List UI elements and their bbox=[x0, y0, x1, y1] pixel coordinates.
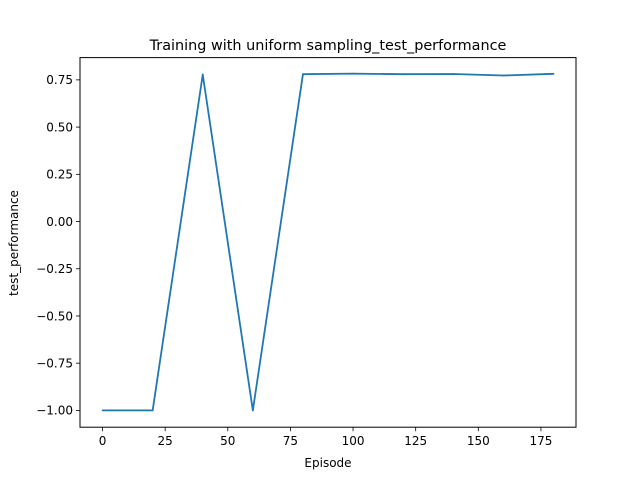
y-tick-label: −1.00 bbox=[36, 404, 73, 418]
plot-area bbox=[101, 72, 555, 412]
x-tick-label: 150 bbox=[467, 434, 490, 448]
x-tick-label: 25 bbox=[158, 434, 173, 448]
chart-title: Training with uniform sampling_test_perf… bbox=[149, 38, 507, 54]
data-point bbox=[352, 72, 354, 75]
data-point bbox=[502, 74, 505, 77]
y-tick-label: 0.25 bbox=[46, 168, 73, 182]
y-axis-label: test_performance bbox=[7, 190, 21, 296]
y-tick-label: 0.75 bbox=[46, 73, 73, 87]
data-point bbox=[151, 409, 154, 412]
y-tick-label: 0.00 bbox=[46, 215, 73, 229]
y-tick-label: −0.75 bbox=[36, 356, 73, 370]
data-point bbox=[101, 409, 104, 412]
y-tick-label: −0.50 bbox=[36, 309, 73, 323]
y-axis: −1.00 −0.75 −0.50 −0.25 0.00 0.25 0.50 0.75 bbox=[36, 73, 80, 418]
y-tick-label: −0.25 bbox=[36, 262, 73, 276]
x-axis: 0 25 50 75 100 125 150 175 bbox=[99, 427, 552, 448]
x-tick-label: 75 bbox=[283, 434, 298, 448]
data-point bbox=[201, 73, 204, 76]
x-tick-label: 0 bbox=[99, 434, 107, 448]
series-line bbox=[102, 72, 554, 412]
x-tick-label: 175 bbox=[529, 434, 552, 448]
x-axis-label: Episode bbox=[304, 456, 351, 470]
x-tick-label: 50 bbox=[220, 434, 235, 448]
data-point bbox=[251, 409, 254, 412]
x-tick-label: 100 bbox=[342, 434, 365, 448]
x-tick-label: 125 bbox=[404, 434, 427, 448]
data-point bbox=[452, 73, 455, 75]
axes-frame bbox=[79, 57, 577, 428]
data-point bbox=[402, 73, 405, 76]
data-point bbox=[552, 72, 555, 75]
y-tick-label: 0.50 bbox=[46, 120, 73, 134]
data-point bbox=[302, 73, 304, 76]
